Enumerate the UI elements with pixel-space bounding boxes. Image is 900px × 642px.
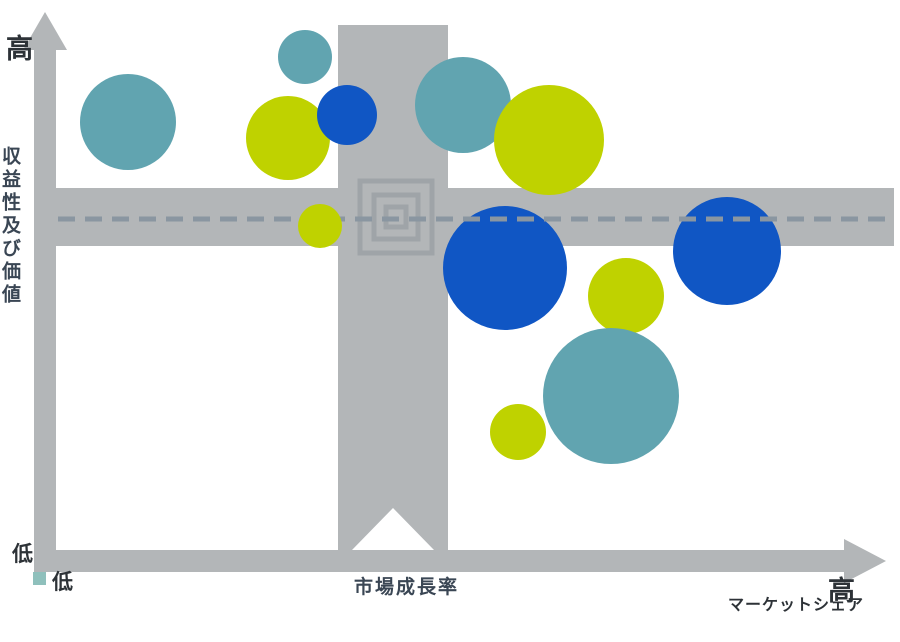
y-axis-title: 収益性及び価値 [0,146,20,307]
bubble-teal [80,74,176,170]
x-axis-arrowhead-icon [844,539,886,583]
vertical-band-notch [352,508,434,550]
x-axis-high-label: 高 [828,576,855,606]
x-axis-title: 市場成長率 [354,577,460,598]
x-axis-right-label: マーケットシェア [728,597,865,614]
bubble-blue [443,206,567,330]
bubble-green [298,204,342,248]
x-axis-shaft [34,550,846,572]
bubble-teal [278,30,332,84]
y-axis-high-label: 高 [6,34,33,64]
bubble-blue [317,85,377,145]
y-axis-low-label: 低 [12,543,33,566]
y-axis-shaft [34,46,56,572]
bubble-layer-under [80,30,781,464]
bubble-layer-over [298,204,342,248]
bubble-teal [543,328,679,464]
bubble-teal [415,57,511,153]
y-axis-arrowhead-icon [23,12,67,50]
x-axis-low-label: 低 [52,571,73,594]
bubble-green [490,404,546,460]
origin-marker [33,572,46,585]
bubble-green [246,96,330,180]
bubble-green [588,258,664,334]
bubble-blue [673,197,781,305]
bubble-green [494,85,604,195]
